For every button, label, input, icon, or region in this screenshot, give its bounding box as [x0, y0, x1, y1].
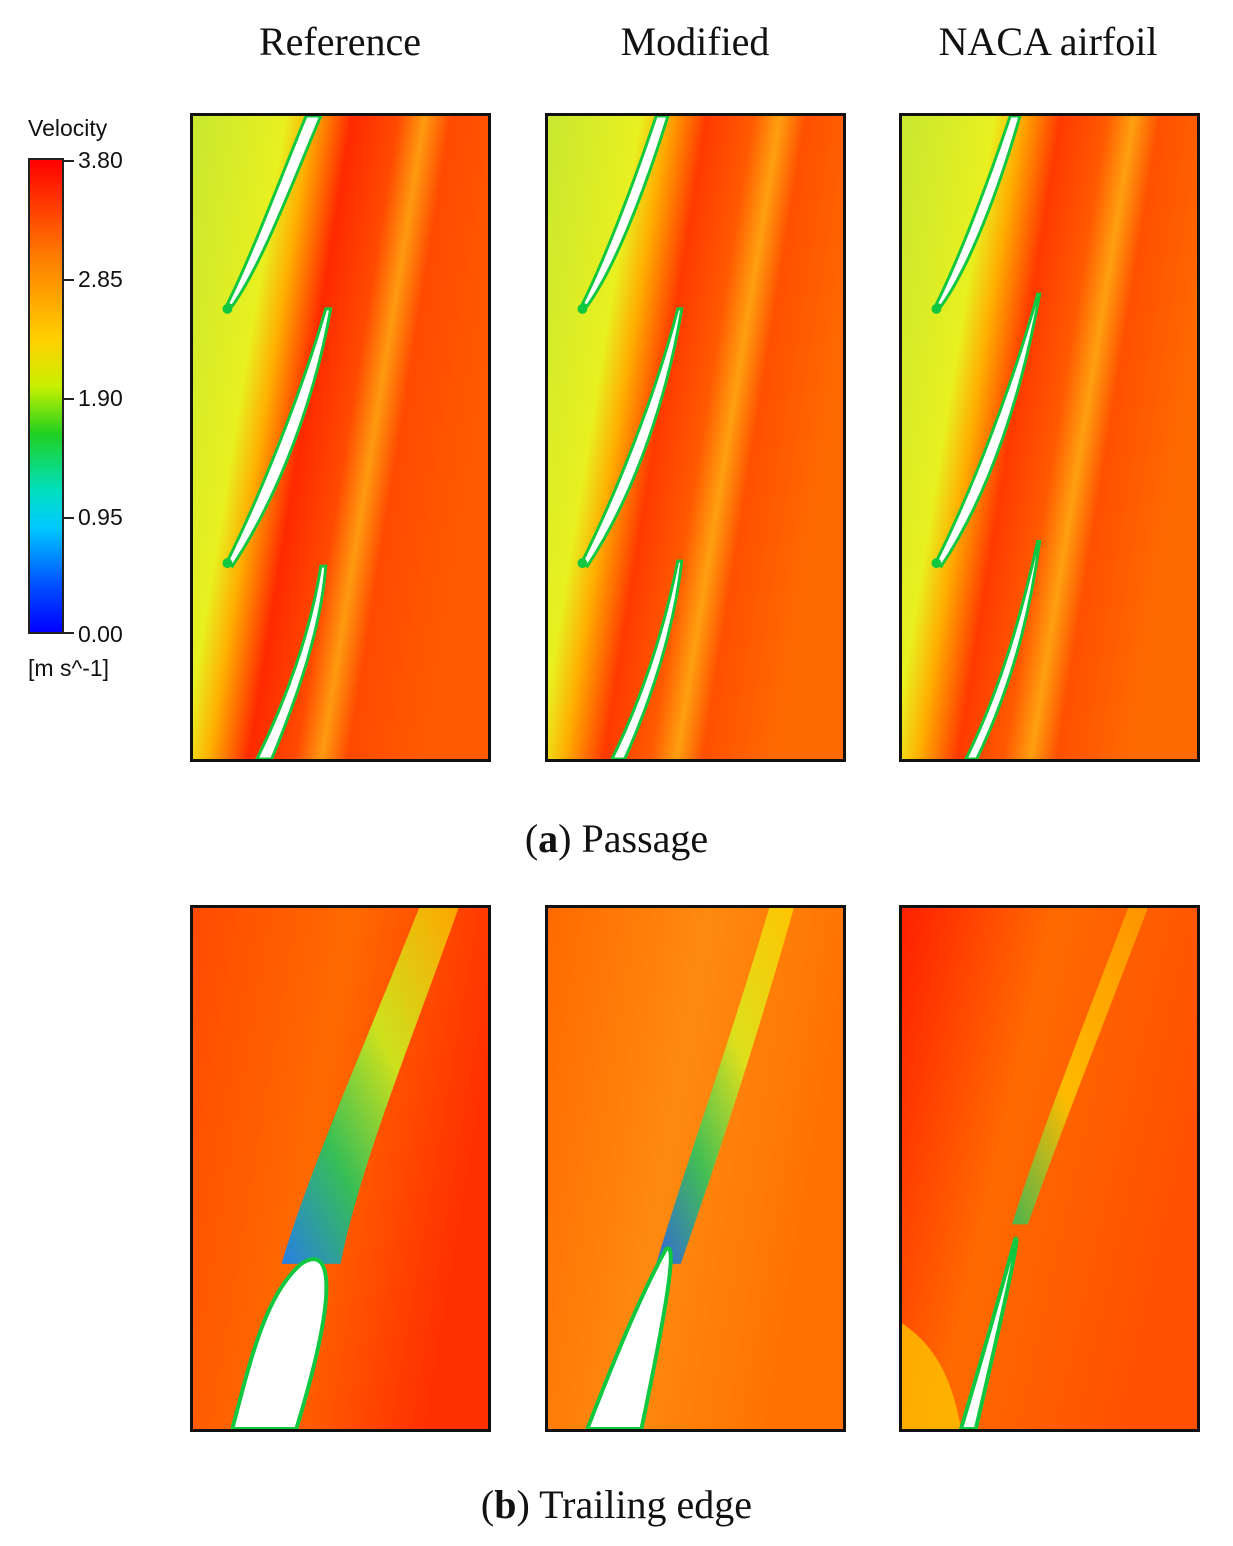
trailing-contour-modified — [548, 908, 843, 1429]
colorbar-label: 2.85 — [78, 266, 123, 292]
colorbar-title: Velocity — [28, 115, 108, 141]
caption-text-b: Trailing edge — [539, 1482, 753, 1527]
passage-contour-modified — [548, 116, 843, 759]
caption-text-a: Passage — [581, 816, 709, 861]
passage-panel-reference — [190, 113, 491, 762]
colorbar-tick — [64, 517, 74, 519]
passage-contour-naca — [902, 116, 1197, 759]
passage-contour-reference — [193, 116, 488, 759]
caption-letter-a: a — [538, 816, 559, 861]
column-title-naca: NACA airfoil — [938, 19, 1158, 64]
trailing-panel-reference — [190, 905, 491, 1432]
colorbar-label-min: 0.00 — [78, 621, 123, 647]
colorbar-tick — [64, 160, 74, 162]
passage-panel-naca — [899, 113, 1200, 762]
passage-panel-modified — [545, 113, 846, 762]
column-title-reference: Reference — [258, 19, 422, 64]
colorbar-tick — [64, 398, 74, 400]
trailing-contour-naca — [902, 908, 1197, 1429]
colorbar-unit: [m s^-1] — [28, 655, 110, 681]
colorbar-tick — [64, 632, 74, 634]
trailing-contour-reference — [193, 908, 488, 1429]
colorbar-gradient — [28, 158, 64, 634]
caption-passage: (a) Passage — [524, 816, 709, 861]
colorbar-tick — [64, 279, 74, 281]
colorbar-label: 1.90 — [78, 385, 123, 411]
caption-letter-b: b — [494, 1482, 517, 1527]
trailing-panel-modified — [545, 905, 846, 1432]
trailing-panel-naca — [899, 905, 1200, 1432]
colorbar-label: 0.95 — [78, 504, 123, 530]
colorbar-label-max: 3.80 — [78, 147, 123, 173]
column-title-modified: Modified — [620, 19, 770, 64]
caption-trailing-edge: (b) Trailing edge — [480, 1482, 753, 1527]
